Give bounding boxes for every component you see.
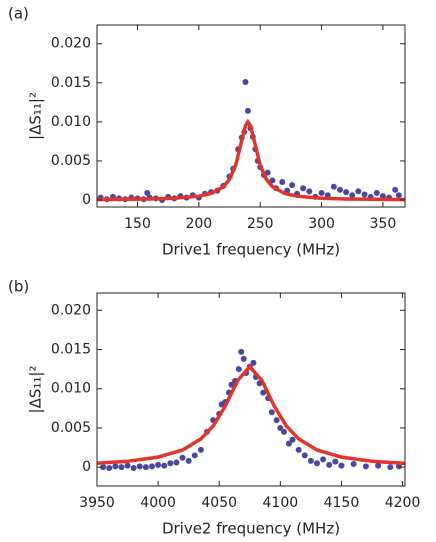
data-point	[375, 462, 382, 469]
data-point	[167, 460, 174, 467]
data-point	[197, 446, 204, 453]
data-point	[149, 463, 155, 470]
y-tick-label: 0.005	[51, 153, 91, 169]
data-point	[336, 186, 343, 193]
axes-frame	[96, 24, 406, 208]
data-point	[362, 463, 369, 470]
y-tick-label: 0.015	[51, 341, 91, 357]
data-point	[240, 355, 247, 362]
y-tick-label: 0.020	[51, 36, 91, 52]
x-tick-label: 200	[185, 216, 212, 232]
data-point	[144, 189, 151, 196]
panel-label: (a)	[8, 5, 29, 23]
data-point	[379, 193, 386, 200]
data-point	[185, 457, 192, 464]
data-point	[155, 461, 162, 468]
data-point	[273, 417, 280, 424]
data-point	[373, 189, 380, 196]
fit-line	[97, 118, 405, 202]
data-point	[264, 169, 271, 176]
data-point	[238, 348, 245, 355]
data-point	[326, 461, 333, 468]
data-point	[289, 182, 296, 189]
data-point	[161, 462, 168, 469]
data-point	[314, 460, 320, 467]
data-point	[268, 409, 275, 416]
y-tick-label: 0	[82, 192, 91, 208]
data-point	[330, 183, 337, 190]
y-tick-label: 0.005	[51, 420, 91, 436]
y-tick-label: 0.020	[51, 302, 91, 318]
x-axis-label: Drive1 frequency (MHz)	[162, 241, 340, 259]
data-point	[320, 456, 327, 463]
x-tick-label: 150	[124, 216, 151, 232]
data-point	[100, 464, 107, 471]
data-point	[300, 185, 307, 192]
y-tick-label: 0.015	[51, 75, 91, 91]
y-tick-label: 0.010	[51, 381, 91, 397]
data-point	[136, 463, 143, 470]
x-tick-label: 4150	[324, 495, 360, 511]
data-point	[289, 436, 296, 443]
x-axis-label: Drive2 frequency (MHz)	[162, 520, 340, 538]
data-point	[179, 454, 186, 461]
data-point	[338, 462, 345, 469]
x-tick-label: 3950	[79, 495, 115, 511]
data-point	[106, 464, 113, 471]
data-point	[343, 189, 350, 196]
y-tick-label: 0	[82, 459, 91, 475]
data-point	[242, 79, 249, 86]
data-point	[349, 192, 356, 199]
y-axis-label: |ΔS₁₁|²	[27, 92, 45, 140]
x-tick-label: 4100	[263, 495, 299, 511]
data-point	[392, 186, 399, 193]
data-point	[112, 463, 119, 470]
x-tick-label: 250	[247, 216, 274, 232]
data-point	[295, 446, 302, 453]
x-tick-label: 350	[370, 216, 397, 232]
data-point	[124, 462, 131, 469]
data-point	[130, 464, 137, 471]
data-point	[306, 188, 313, 195]
panel-label: (b)	[8, 278, 29, 296]
data-point	[244, 107, 251, 114]
data-point	[285, 440, 292, 447]
data-point	[277, 424, 284, 431]
data-point	[350, 461, 357, 468]
data-point	[361, 191, 368, 198]
data-point	[301, 452, 308, 459]
data-point	[318, 189, 325, 196]
data-point	[395, 463, 402, 470]
data-point	[395, 192, 402, 199]
axes-frame	[96, 292, 406, 487]
data-point	[332, 458, 339, 465]
data-point	[307, 457, 314, 464]
x-tick-label: 4200	[385, 495, 421, 511]
data-point	[191, 452, 198, 459]
plot-area	[97, 79, 405, 203]
data-point	[250, 359, 257, 366]
data-point	[281, 428, 287, 435]
y-axis-label: |ΔS₁₁|²	[27, 366, 45, 414]
data-point	[355, 188, 362, 195]
fit-line	[97, 364, 405, 466]
data-point	[279, 179, 286, 186]
data-point	[142, 464, 149, 471]
data-point	[260, 389, 267, 396]
data-point	[118, 464, 125, 471]
y-tick-label: 0.010	[51, 114, 91, 130]
x-tick-label: 4000	[140, 495, 176, 511]
data-point	[269, 177, 276, 184]
data-point	[173, 459, 180, 466]
plot-area	[97, 348, 405, 471]
x-tick-label: 4050	[201, 495, 237, 511]
data-point	[387, 464, 394, 471]
data-point	[235, 366, 242, 373]
x-tick-label: 300	[308, 216, 335, 232]
